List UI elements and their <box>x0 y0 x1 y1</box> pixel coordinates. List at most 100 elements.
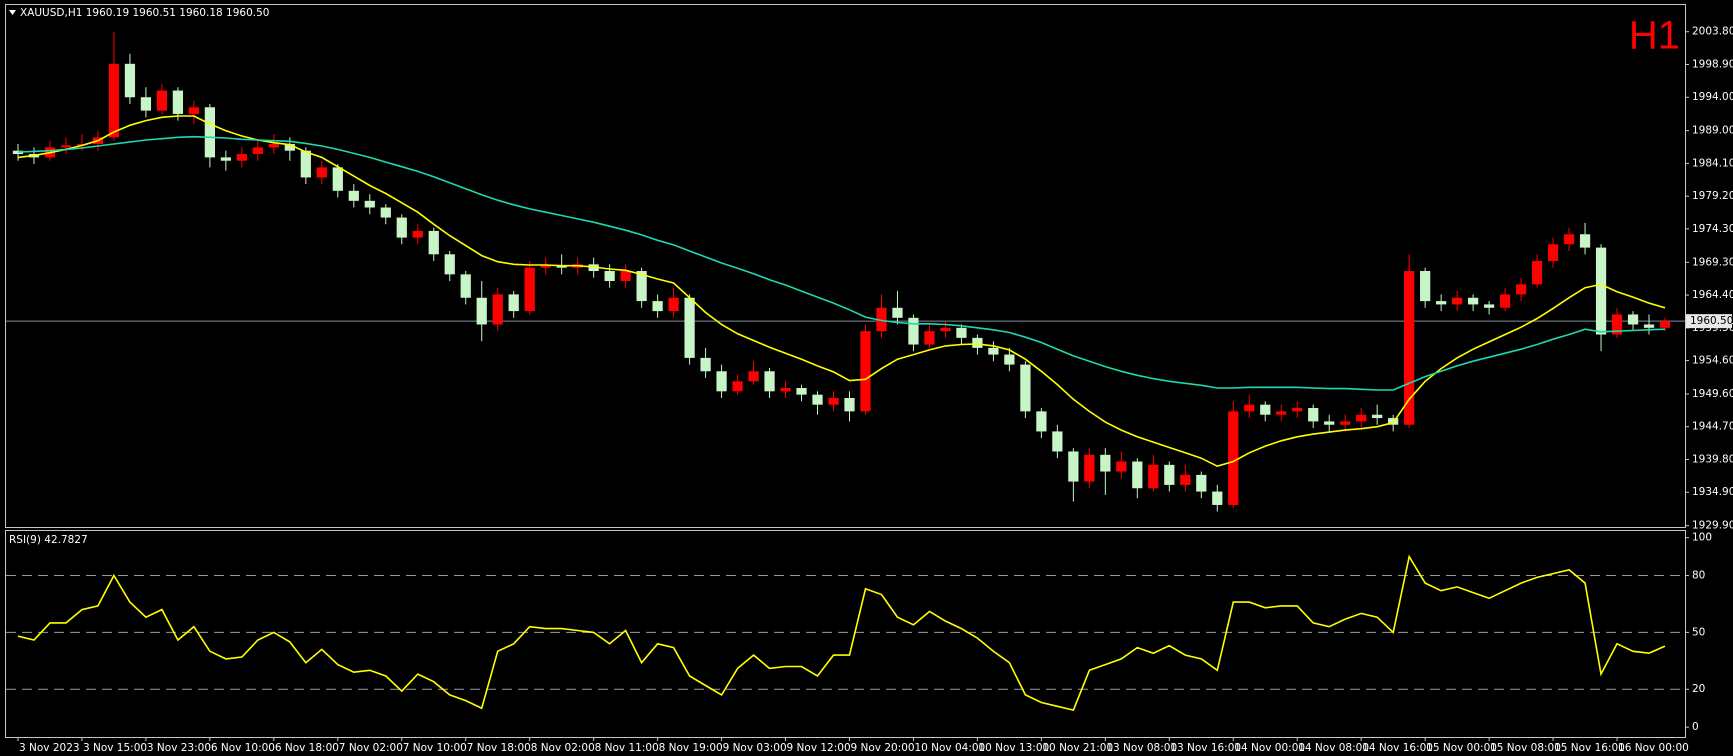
y-tick-label: 1954.60 <box>1692 355 1733 367</box>
x-tick-label: 9 Nov 20:00 <box>850 742 914 754</box>
candle-body <box>1180 474 1191 485</box>
candle-body <box>364 200 375 208</box>
candle-body <box>412 230 423 238</box>
y-tick-label: 1979.20 <box>1692 190 1733 202</box>
y-tick-label: 0 <box>1692 721 1699 733</box>
candle-body <box>1116 461 1127 472</box>
y-tick-label: 1949.60 <box>1692 388 1733 400</box>
candle-body <box>828 398 839 405</box>
candle-body <box>380 207 391 218</box>
candle-body <box>1627 314 1639 325</box>
x-tick-label: 7 Nov 18:00 <box>467 742 531 754</box>
candle-body <box>1356 414 1367 422</box>
candle-body <box>428 230 439 255</box>
x-tick-label: 10 Nov 21:00 <box>1042 742 1113 754</box>
candle-body <box>1148 464 1159 489</box>
candle-body <box>1499 294 1511 308</box>
x-tick-label: 8 Nov 02:00 <box>531 742 595 754</box>
candle-body <box>604 271 615 282</box>
candle-body <box>1292 408 1303 412</box>
x-tick-label: 7 Nov 10:00 <box>403 742 467 754</box>
candle-body <box>396 217 407 238</box>
candle-body <box>140 97 152 111</box>
candle-body <box>492 294 503 325</box>
candle-body <box>780 387 791 392</box>
candle-body <box>1052 431 1063 452</box>
candle-body <box>1020 364 1031 412</box>
y-tick-label: 1998.90 <box>1692 58 1733 70</box>
candle-body <box>972 337 983 348</box>
y-tick-label: 1964.40 <box>1692 289 1733 301</box>
x-tick-label: 3 Nov 15:00 <box>83 742 147 754</box>
candle-body <box>1164 464 1175 485</box>
candle-body <box>1483 304 1495 308</box>
y-tick-label: 1989.00 <box>1692 125 1733 137</box>
candle-body <box>924 331 935 345</box>
candle-body <box>124 63 136 98</box>
candle-body <box>1228 411 1239 505</box>
candle-body <box>732 381 743 392</box>
y-tick-label: 1934.90 <box>1692 486 1733 498</box>
candle-body <box>1563 234 1575 245</box>
x-tick-label: 13 Nov 08:00 <box>1106 742 1177 754</box>
candle-body <box>1132 461 1143 489</box>
candle-body <box>1372 414 1383 419</box>
candle-body <box>1468 297 1479 305</box>
y-tick-label: 50 <box>1692 626 1705 638</box>
y-tick-label: 1974.30 <box>1692 223 1733 235</box>
x-tick-label: 13 Nov 16:00 <box>1170 742 1241 754</box>
candle-body <box>1276 411 1287 415</box>
candle-body <box>1547 244 1559 261</box>
candle-body <box>188 107 200 114</box>
candle-body <box>348 190 359 201</box>
last-price-label: 1960.50 <box>1690 315 1733 327</box>
candle-body <box>748 371 759 382</box>
candle-body <box>1308 408 1319 422</box>
candle-body <box>1036 411 1047 432</box>
candle-body <box>716 371 727 392</box>
candle-body <box>908 317 919 345</box>
candle-body <box>236 154 247 161</box>
candle-body <box>268 144 279 148</box>
y-tick-label: 80 <box>1692 570 1705 582</box>
candle-body <box>332 167 343 191</box>
candle-body <box>700 357 711 372</box>
candle-body <box>940 327 951 332</box>
candle-body <box>60 145 72 148</box>
candle-body <box>764 371 775 392</box>
candle-body <box>796 387 807 395</box>
rsi-title: RSI(9) 42.7827 <box>9 534 88 546</box>
x-tick-label: 10 Nov 13:00 <box>978 742 1049 754</box>
x-tick-label: 14 Nov 00:00 <box>1234 742 1305 754</box>
y-tick-label: 20 <box>1692 683 1705 695</box>
candle-body <box>476 297 487 325</box>
candle-body <box>1244 404 1255 412</box>
y-tick-label: 1994.00 <box>1692 91 1733 103</box>
y-tick-label: 1984.10 <box>1692 157 1733 169</box>
candle-body <box>284 144 295 151</box>
candle-body <box>1324 421 1335 425</box>
rsi-panel <box>5 530 1686 738</box>
candle-body <box>636 271 647 302</box>
candle-body <box>988 347 999 355</box>
last-price-box <box>1686 314 1732 329</box>
candle-body <box>1579 234 1591 248</box>
candle-body <box>252 147 263 155</box>
menu-triangle <box>9 10 16 15</box>
candle-body <box>1643 324 1655 328</box>
candle-body <box>860 331 871 412</box>
candle-body <box>12 150 24 155</box>
candle-body <box>876 307 887 332</box>
candle-body <box>1531 260 1543 285</box>
candle-body <box>652 301 663 312</box>
x-tick-label: 8 Nov 11:00 <box>595 742 659 754</box>
y-tick-label: 100 <box>1692 532 1712 544</box>
candle-body <box>620 271 631 282</box>
candle-body <box>956 327 967 338</box>
x-tick-label: 14 Nov 16:00 <box>1362 742 1433 754</box>
x-tick-label: 16 Nov 00:00 <box>1618 742 1689 754</box>
candle-body <box>524 267 535 312</box>
y-tick-label: 1939.80 <box>1692 453 1733 465</box>
candle-body <box>1212 491 1223 505</box>
